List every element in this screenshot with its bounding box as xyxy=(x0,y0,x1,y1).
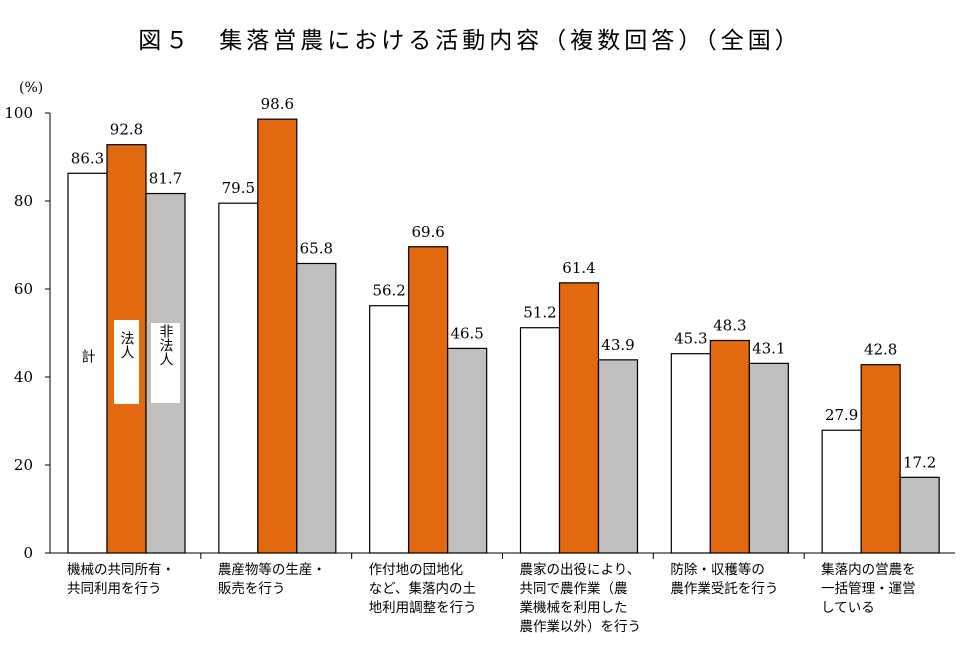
category-label: 販売を行う xyxy=(218,581,285,597)
category-label: 集落内の営農を xyxy=(821,562,916,578)
category-label: 共同で農作業（農 xyxy=(520,581,628,597)
bar-corporation xyxy=(408,246,449,554)
bar-total xyxy=(369,305,410,554)
category-label: 防除・収穫等の xyxy=(670,561,765,578)
chart-title: 図５ 集落営農における活動内容（複数回答）（全国） xyxy=(138,28,802,54)
bar-corporation xyxy=(860,364,901,554)
data-label: 81.7 xyxy=(149,170,182,188)
axes: 0 20 40 60 80 100 xyxy=(4,104,955,562)
category-label: 地利用調整を行う xyxy=(369,600,477,616)
bar-total xyxy=(67,172,108,554)
category-label: 一括管理・運営 xyxy=(821,581,916,597)
data-label: 56.2 xyxy=(372,282,405,300)
legend-label: 法人 xyxy=(119,331,135,359)
bar-non-corporation xyxy=(296,262,337,554)
data-label: 48.3 xyxy=(713,316,746,334)
data-label: 98.6 xyxy=(261,95,294,113)
data-label: 45.3 xyxy=(674,330,707,348)
bar-total xyxy=(218,202,259,554)
category-label: 作付地の団地化 xyxy=(369,562,464,578)
data-label: 92.8 xyxy=(110,121,143,139)
data-label: 17.2 xyxy=(903,453,936,471)
category-label: 農産物等の生産・ xyxy=(218,561,326,578)
data-label: 43.1 xyxy=(752,339,785,357)
data-label: 61.4 xyxy=(562,259,595,277)
bar-non-corporation xyxy=(748,362,789,554)
data-label: 79.5 xyxy=(222,179,255,197)
bar-corporation xyxy=(257,118,298,554)
y-tick-label: 20 xyxy=(14,456,33,474)
category-label: 業機械を利用した xyxy=(520,600,628,616)
bar-non-corporation xyxy=(447,347,488,554)
bar-non-corporation xyxy=(597,359,639,554)
data-label: 27.9 xyxy=(825,406,858,424)
y-tick-label: 80 xyxy=(14,192,33,210)
legend-label-box xyxy=(114,320,139,404)
bar-corporation xyxy=(558,282,600,554)
data-label: 69.6 xyxy=(411,223,444,241)
category-labels: 機械の共同所有・共同利用を行う 農産物等の生産・販売を行う 作付地の団地化など、集落… xyxy=(67,561,916,635)
category-label: 機械の共同所有・ xyxy=(67,562,175,578)
y-tick-label: 0 xyxy=(23,544,33,562)
legend-label: 計 xyxy=(80,349,96,363)
data-label: 65.8 xyxy=(300,239,333,257)
legend: 計 法人 非法人 xyxy=(80,320,180,404)
y-tick-label: 60 xyxy=(14,280,33,298)
category-label: 共同利用を行う xyxy=(67,581,162,597)
legend-label: 非法人 xyxy=(158,324,174,366)
data-label: 51.2 xyxy=(523,304,556,322)
data-label: 86.3 xyxy=(71,149,104,167)
legend-label-box xyxy=(151,323,180,403)
bar-non-corporation xyxy=(899,476,940,554)
bar-total xyxy=(821,429,862,554)
bar-total xyxy=(519,327,561,554)
data-labels: 86.3 79.5 56.2 51.2 45.3 27.9 92.8 98.6 69.6 61.4… xyxy=(71,95,937,471)
y-tick-label: 100 xyxy=(4,104,33,122)
y-axis-unit: (%) xyxy=(19,80,43,96)
bar-corporation xyxy=(709,339,750,554)
data-label: 43.9 xyxy=(601,336,634,354)
category-label: 農作業受託を行う xyxy=(670,581,778,597)
data-label: 46.5 xyxy=(450,324,483,342)
bar-total xyxy=(670,353,711,554)
category-label: 農作業以外）を行う xyxy=(520,619,642,635)
category-label: している xyxy=(821,600,875,616)
bars xyxy=(67,118,940,554)
data-label: 42.8 xyxy=(864,341,897,359)
category-label: 農家の出役により、 xyxy=(520,561,641,578)
category-label: など、集落内の土 xyxy=(369,581,476,597)
y-tick-label: 40 xyxy=(14,368,33,386)
